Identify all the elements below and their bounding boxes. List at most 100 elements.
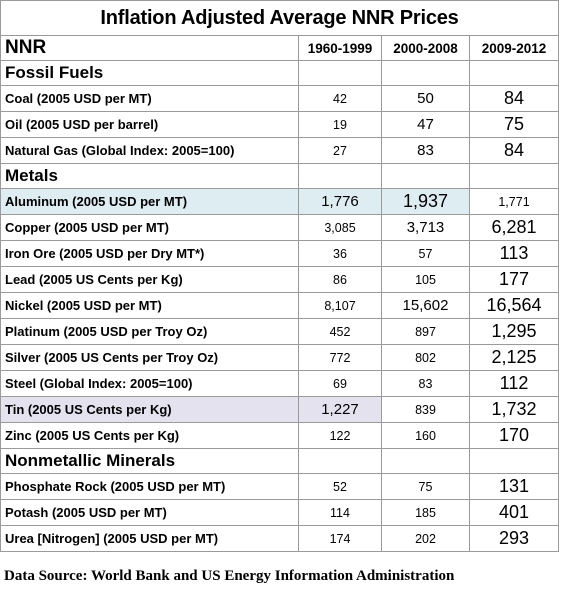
- table-row-urea: Urea [Nitrogen] (2005 USD per MT) 174 20…: [0, 525, 559, 552]
- table-row-zinc: Zinc (2005 US Cents per Kg) 122 160 170: [0, 422, 559, 449]
- section-row-fossil-fuels: Fossil Fuels: [0, 60, 559, 86]
- header-label: NNR: [0, 35, 299, 61]
- row-label: Zinc (2005 US Cents per Kg): [0, 422, 299, 449]
- value-1960-1999: 86: [298, 266, 382, 293]
- value-2000-2008: 160: [381, 422, 470, 449]
- value-2000-2008: 3,713: [381, 214, 470, 241]
- value-2009-2012: 177: [469, 266, 559, 293]
- table-row-copper: Copper (2005 USD per MT) 3,085 3,713 6,2…: [0, 214, 559, 241]
- empty-cell: [298, 448, 382, 474]
- table-row-coal: Coal (2005 USD per MT) 42 50 84: [0, 85, 559, 112]
- value-2000-2008: 75: [381, 473, 470, 500]
- row-label: Potash (2005 USD per MT): [0, 499, 299, 526]
- table-row-iron-ore: Iron Ore (2005 USD per Dry MT*) 36 57 11…: [0, 240, 559, 267]
- row-label: Copper (2005 USD per MT): [0, 214, 299, 241]
- value-2009-2012: 75: [469, 111, 559, 138]
- section-row-nonmetallic-minerals: Nonmetallic Minerals: [0, 448, 559, 474]
- value-2009-2012: 131: [469, 473, 559, 500]
- empty-cell: [469, 448, 559, 474]
- data-source-note: Data Source: World Bank and US Energy In…: [4, 568, 455, 584]
- table-row-nickel: Nickel (2005 USD per MT) 8,107 15,602 16…: [0, 292, 559, 319]
- row-label: Coal (2005 USD per MT): [0, 85, 299, 112]
- value-2000-2008: 50: [381, 85, 470, 112]
- value-2009-2012: 1,771: [469, 188, 559, 215]
- value-2009-2012: 1,295: [469, 318, 559, 345]
- value-1960-1999: 122: [298, 422, 382, 449]
- value-2009-2012: 293: [469, 525, 559, 552]
- table-row-platinum: Platinum (2005 USD per Troy Oz) 452 897 …: [0, 318, 559, 345]
- section-title: Nonmetallic Minerals: [0, 448, 299, 474]
- value-1960-1999: 69: [298, 370, 382, 397]
- section-title: Fossil Fuels: [0, 60, 299, 86]
- value-1960-1999: 19: [298, 111, 382, 138]
- value-2000-2008: 839: [381, 396, 470, 423]
- value-1960-1999: 1,776: [298, 188, 382, 215]
- empty-cell: [381, 60, 470, 86]
- value-1960-1999: 8,107: [298, 292, 382, 319]
- header-period-1960-1999: 1960-1999: [298, 35, 382, 61]
- nnr-price-table: Inflation Adjusted Average NNR Prices NN…: [0, 0, 559, 552]
- row-label: Urea [Nitrogen] (2005 USD per MT): [0, 525, 299, 552]
- empty-cell: [298, 163, 382, 189]
- empty-cell: [469, 163, 559, 189]
- row-label: Aluminum (2005 USD per MT): [0, 188, 299, 215]
- header-period-2009-2012: 2009-2012: [469, 35, 559, 61]
- section-title: Metals: [0, 163, 299, 189]
- value-2009-2012: 401: [469, 499, 559, 526]
- table-row-potash: Potash (2005 USD per MT) 114 185 401: [0, 499, 559, 526]
- row-label: Natural Gas (Global Index: 2005=100): [0, 137, 299, 164]
- table-row-lead: Lead (2005 US Cents per Kg) 86 105 177: [0, 266, 559, 293]
- value-1960-1999: 452: [298, 318, 382, 345]
- table-row-phosphate-rock: Phosphate Rock (2005 USD per MT) 52 75 1…: [0, 473, 559, 500]
- value-2000-2008: 185: [381, 499, 470, 526]
- header-period-2000-2008: 2000-2008: [381, 35, 470, 61]
- row-label: Iron Ore (2005 USD per Dry MT*): [0, 240, 299, 267]
- table-row-tin: Tin (2005 US Cents per Kg) 1,227 839 1,7…: [0, 396, 559, 423]
- row-label: Silver (2005 US Cents per Troy Oz): [0, 344, 299, 371]
- value-1960-1999: 174: [298, 525, 382, 552]
- table-row-oil: Oil (2005 USD per barrel) 19 47 75: [0, 111, 559, 138]
- value-2000-2008: 57: [381, 240, 470, 267]
- row-label: Oil (2005 USD per barrel): [0, 111, 299, 138]
- row-label: Steel (Global Index: 2005=100): [0, 370, 299, 397]
- table-row-steel: Steel (Global Index: 2005=100) 69 83 112: [0, 370, 559, 397]
- table-header-row: NNR 1960-1999 2000-2008 2009-2012: [0, 35, 559, 61]
- value-1960-1999: 772: [298, 344, 382, 371]
- value-2009-2012: 113: [469, 240, 559, 267]
- value-2000-2008: 105: [381, 266, 470, 293]
- row-label: Nickel (2005 USD per MT): [0, 292, 299, 319]
- value-1960-1999: 36: [298, 240, 382, 267]
- value-2000-2008: 202: [381, 525, 470, 552]
- empty-cell: [381, 448, 470, 474]
- value-1960-1999: 3,085: [298, 214, 382, 241]
- row-label: Platinum (2005 USD per Troy Oz): [0, 318, 299, 345]
- section-row-metals: Metals: [0, 163, 559, 189]
- value-2009-2012: 6,281: [469, 214, 559, 241]
- value-2009-2012: 16,564: [469, 292, 559, 319]
- row-label: Lead (2005 US Cents per Kg): [0, 266, 299, 293]
- value-2000-2008: 15,602: [381, 292, 470, 319]
- nnr-price-table-container: Inflation Adjusted Average NNR Prices NN…: [0, 0, 559, 552]
- value-1960-1999: 52: [298, 473, 382, 500]
- empty-cell: [298, 60, 382, 86]
- empty-cell: [469, 60, 559, 86]
- value-2000-2008: 1,937: [381, 188, 470, 215]
- value-2009-2012: 112: [469, 370, 559, 397]
- table-title: Inflation Adjusted Average NNR Prices: [0, 0, 559, 36]
- value-2000-2008: 47: [381, 111, 470, 138]
- table-row-aluminum: Aluminum (2005 USD per MT) 1,776 1,937 1…: [0, 188, 559, 215]
- value-1960-1999: 42: [298, 85, 382, 112]
- empty-cell: [381, 163, 470, 189]
- value-1960-1999: 1,227: [298, 396, 382, 423]
- table-row-silver: Silver (2005 US Cents per Troy Oz) 772 8…: [0, 344, 559, 371]
- value-2000-2008: 83: [381, 370, 470, 397]
- value-2009-2012: 1,732: [469, 396, 559, 423]
- value-2009-2012: 2,125: [469, 344, 559, 371]
- table-title-row: Inflation Adjusted Average NNR Prices: [0, 0, 559, 36]
- row-label: Tin (2005 US Cents per Kg): [0, 396, 299, 423]
- value-2000-2008: 802: [381, 344, 470, 371]
- value-1960-1999: 27: [298, 137, 382, 164]
- value-1960-1999: 114: [298, 499, 382, 526]
- value-2000-2008: 83: [381, 137, 470, 164]
- row-label: Phosphate Rock (2005 USD per MT): [0, 473, 299, 500]
